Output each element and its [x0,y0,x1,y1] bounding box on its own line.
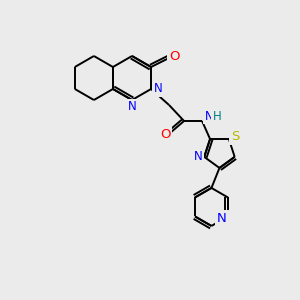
Text: N: N [217,212,227,225]
Text: N: N [154,82,162,95]
Text: H: H [213,110,221,122]
Text: N: N [128,100,136,113]
Text: N: N [194,150,203,164]
Text: O: O [169,50,179,64]
Text: S: S [231,130,239,143]
Text: O: O [160,128,170,140]
Text: N: N [205,110,213,122]
